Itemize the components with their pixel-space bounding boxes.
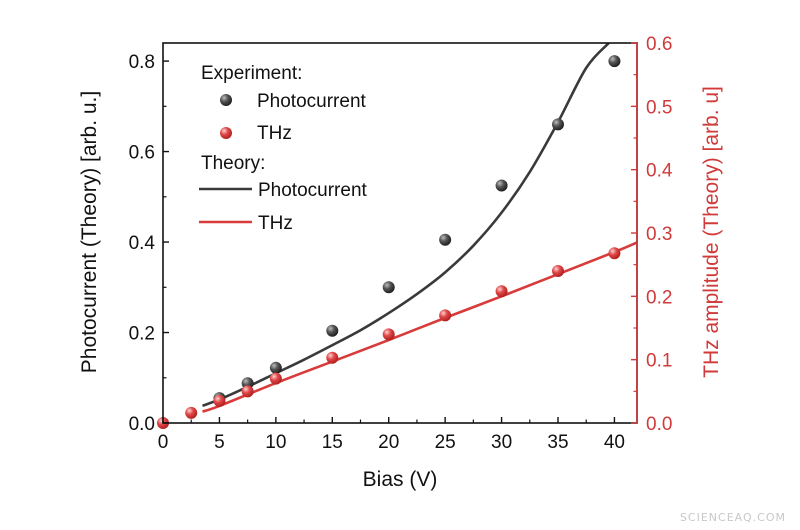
thz-data-point [495,285,508,298]
y2-tick-label: 0.2 [646,287,672,308]
photocurrent-theory-line [202,43,610,408]
plot-frame [162,42,638,424]
thz-data-point [439,309,452,322]
x-tick-label: 0 [158,432,169,453]
x-tick-label: 20 [378,432,399,453]
y2-tick-label: 0.6 [646,34,672,55]
thz-data-point [241,385,254,398]
y2-tick-label: 0.3 [646,224,672,245]
x-tick-label: 30 [491,432,512,453]
x-tick-label: 40 [604,432,625,453]
legend-photocurrent-experiment-label: Photocurrent [257,91,367,112]
x-tick-label: 35 [547,432,568,453]
x-tick-label: 15 [322,432,343,453]
x-tick-label: 10 [265,432,286,453]
legend-thz-experiment-label: THz [257,123,292,144]
thz-data-point [608,247,621,260]
photocurrent-data-point [382,281,395,294]
legend-theory-header: Theory: [201,153,265,174]
y-tick-label: 0.0 [129,414,155,435]
thz-data-point [213,394,226,407]
legend-thz-marker [220,127,232,139]
legend-photocurrent-marker [220,94,232,106]
y2-tick-label: 0.1 [646,351,672,372]
photocurrent-data-point [269,361,282,374]
y2-axis-title: THz amplitude (Theory) [arb. u] [700,86,723,378]
photocurrent-experiment-markers [213,55,621,405]
thz-data-point [269,372,282,385]
photocurrent-data-point [552,118,564,131]
y-axis-title: Photocurrent (Theory) [arb. u.] [78,91,101,373]
y2-tick-label: 0.0 [646,414,672,435]
thz-data-point [185,406,198,419]
y-tick-label: 0.2 [129,324,155,345]
photocurrent-data-point [495,179,508,192]
x-tick-label: 25 [435,432,456,453]
watermark: SCIENCEAQ.COM [679,511,786,524]
y2-tick-label: 0.4 [646,161,673,182]
photocurrent-data-point [439,233,452,246]
y-tick-label: 0.8 [129,52,155,73]
thz-experiment-markers [157,247,621,429]
thz-data-point [382,328,395,341]
photocurrent-data-point [326,324,339,337]
y-tick-label: 0.6 [129,143,155,164]
legend: Experiment: Photocurrent THz Theory: Pho… [199,63,368,234]
x-tick-label: 5 [214,432,225,453]
thz-theory-line [202,241,637,413]
legend-photocurrent-theory-label: Photocurrent [258,180,368,201]
thz-data-point [326,351,339,364]
photocurrent-data-point [608,55,621,68]
thz-data-point [552,265,564,277]
y-tick-label: 0.4 [129,233,156,254]
y2-tick-label: 0.5 [646,97,672,118]
x-axis-title: Bias (V) [363,468,438,491]
legend-thz-theory-label: THz [258,213,293,234]
legend-experiment-header: Experiment: [201,63,302,84]
